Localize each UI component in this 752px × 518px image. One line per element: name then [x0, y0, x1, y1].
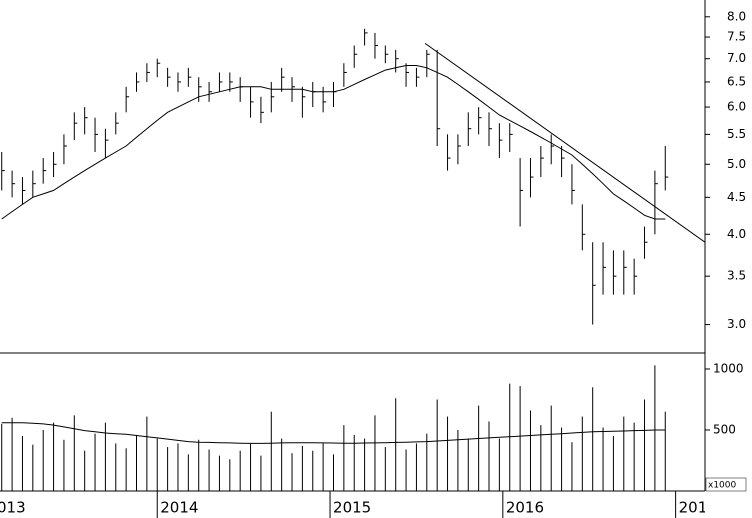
y-tick-label: 7.0 [727, 51, 746, 65]
volume-average [1, 422, 666, 444]
x-tick-label: 2016 [506, 499, 544, 517]
y-tick-label: 5.5 [727, 127, 746, 141]
y-tick-label: 1000 [713, 361, 744, 375]
trendline [424, 42, 705, 243]
moving-average [1, 65, 666, 220]
y-tick-label: 8.0 [727, 9, 746, 23]
x-tick-label: 2013 [0, 499, 26, 517]
y-tick-label: 7.5 [727, 30, 746, 44]
y-tick-label: 6.0 [727, 100, 746, 114]
y-tick-label: 6.5 [727, 74, 746, 88]
y-tick-label: 4.5 [727, 190, 746, 204]
plot-area: 2013 2014 2015 2016 2017 [0, 28, 717, 518]
axes: 3.0 3.5 4.0 4.5 5.0 5.5 6.0 6.5 7.0 7.5 8.0 500 1000 [705, 9, 746, 436]
x-tick-label: 2017 [679, 499, 717, 517]
y-tick-label: 500 [713, 422, 736, 436]
y-tick-label: 3.0 [727, 317, 746, 331]
y-tick-label: 3.5 [727, 269, 746, 283]
x-tick-label: 2015 [333, 499, 371, 517]
y-tick-label: 4.0 [727, 227, 746, 241]
x-tick-label: 2014 [160, 499, 198, 517]
unit-box [705, 477, 747, 492]
y-tick-label: 5.0 [727, 157, 746, 171]
unit-label: x1000 [708, 481, 737, 491]
